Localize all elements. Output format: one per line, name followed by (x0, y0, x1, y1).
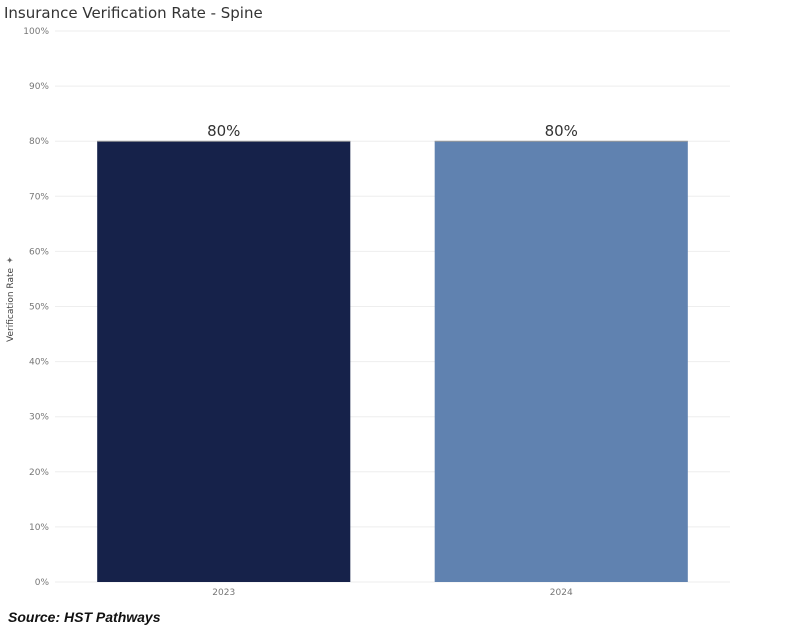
y-tick-label: 90% (29, 82, 49, 92)
y-tick-label: 50% (29, 303, 49, 313)
chart-plot: 0% 10% 20% 30% 40% 50% 60% 70% 80% 90% 100% 80% 2023… (23, 27, 730, 598)
y-tick-label: 70% (29, 192, 49, 202)
y-tick-label: 80% (29, 137, 49, 147)
data-label: 80% (545, 122, 578, 140)
y-tick-label: 20% (29, 468, 49, 478)
bar-2024[interactable] (434, 141, 688, 582)
source-note: Source: HST Pathways (8, 609, 161, 625)
y-tick-label: 30% (29, 413, 49, 423)
y-tick-label: 10% (29, 523, 49, 533)
bar-2023[interactable] (97, 141, 351, 582)
x-tick-label: 2024 (550, 588, 573, 598)
y-tick-label: 0% (35, 578, 50, 588)
x-tick-label: 2023 (212, 588, 235, 598)
y-tick-label: 100% (23, 27, 49, 37)
data-label: 80% (207, 122, 240, 140)
y-tick-label: 40% (29, 358, 49, 368)
chart-title: Insurance Verification Rate - Spine (4, 4, 263, 22)
y-tick-label: 60% (29, 247, 49, 257)
